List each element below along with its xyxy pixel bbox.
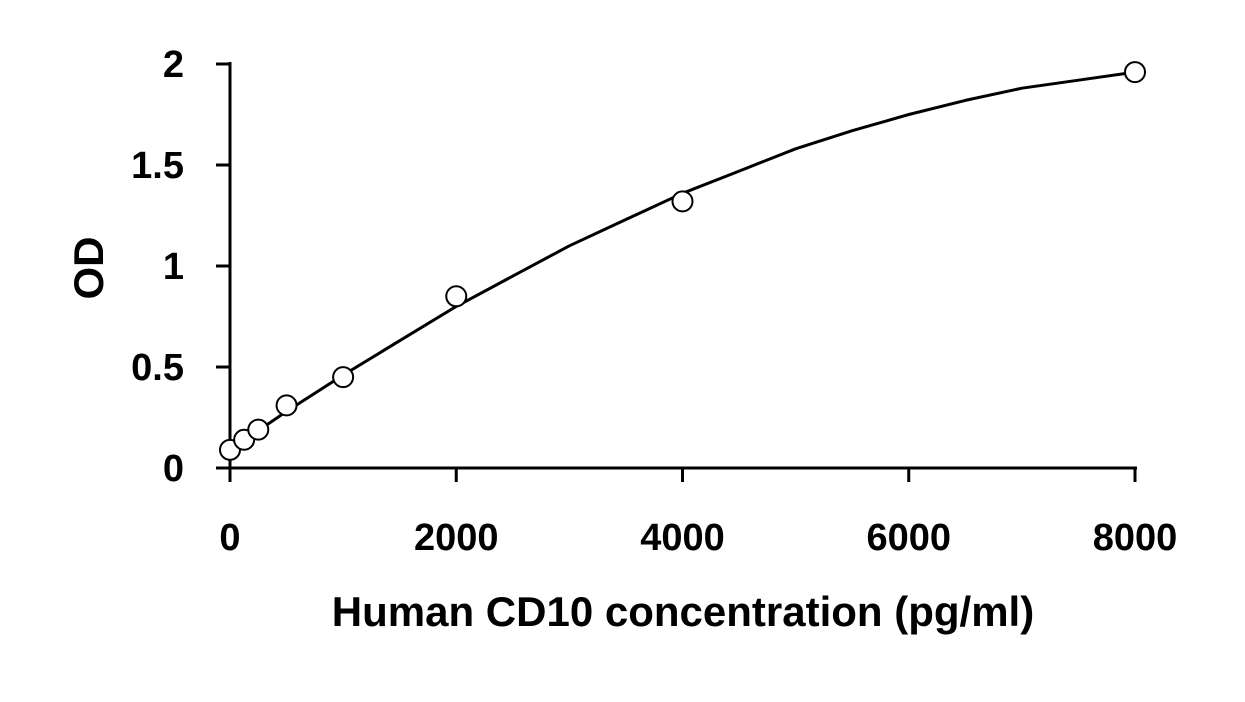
y-tick-label: 1	[163, 246, 184, 288]
y-tick-label: 1.5	[131, 145, 184, 187]
data-point	[275, 394, 298, 417]
data-point	[247, 418, 270, 441]
data-point	[671, 190, 694, 213]
axes	[228, 62, 1137, 470]
fit-curve-layer	[229, 70, 1136, 452]
y-tick-label: 0	[163, 448, 184, 490]
data-point	[445, 285, 468, 308]
data-points	[219, 61, 1146, 461]
data-point	[332, 366, 355, 389]
data-point	[1124, 61, 1146, 84]
ticks: 0 0.5 1 1.5 2 0 2000 4000 6000 8000	[131, 44, 1177, 559]
x-tick-label: 0	[219, 517, 240, 559]
y-tick-label: 2	[163, 44, 184, 86]
y-tick-label: 0.5	[131, 347, 184, 389]
x-tick-label: 2000	[414, 517, 499, 559]
fit-curve	[229, 70, 1136, 452]
x-axis-title: Human CD10 concentration (pg/ml)	[332, 588, 1034, 635]
x-tick-label: 8000	[1093, 517, 1178, 559]
x-tick-label: 4000	[640, 517, 725, 559]
x-tick-label: 6000	[866, 517, 951, 559]
y-axis-title: OD	[65, 237, 112, 300]
